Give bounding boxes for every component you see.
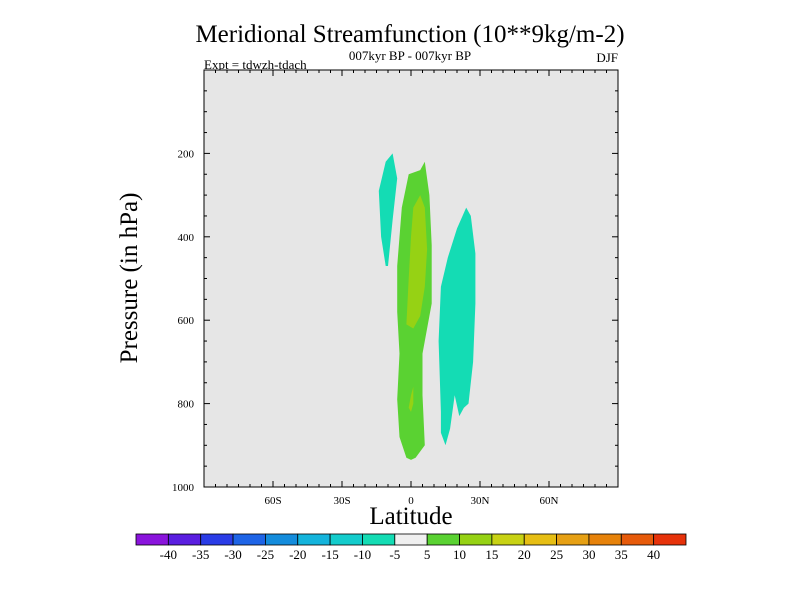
x-tick-label: 60N xyxy=(540,495,559,507)
colorbar-label: 25 xyxy=(550,547,563,562)
colorbar-label: -40 xyxy=(160,547,177,562)
x-tick-label: 30N xyxy=(471,495,490,507)
colorbar-label: 40 xyxy=(647,547,660,562)
colorbar-label: 20 xyxy=(518,547,531,562)
colorbar-label: -5 xyxy=(389,547,400,562)
colorbar-label: 15 xyxy=(485,547,498,562)
colorbar-label: 30 xyxy=(582,547,595,562)
colorbar-label: 5 xyxy=(424,547,431,562)
colorbar-label: -25 xyxy=(257,547,274,562)
colorbar-swatch xyxy=(556,533,590,546)
colorbar-swatch xyxy=(167,533,202,546)
colorbar-swatch xyxy=(329,533,363,546)
y-axis-label: Pressure (in hPa) xyxy=(116,193,143,364)
colorbar-swatch xyxy=(232,533,266,546)
contour-region-southern-cell-upper xyxy=(378,153,398,266)
colorbar-swatch xyxy=(588,533,622,546)
colorbar-label: -20 xyxy=(289,547,306,562)
colorbar-swatch xyxy=(200,533,234,546)
colorbar-swatch xyxy=(653,533,687,546)
contour-region-northern-cell xyxy=(438,207,476,446)
colorbar-swatch xyxy=(491,533,525,546)
experiment-label: Expt = tdwzh-tdach xyxy=(204,57,307,72)
contour-regions xyxy=(378,153,476,460)
colorbar-swatch xyxy=(620,533,655,546)
y-tick-label: 200 xyxy=(178,148,195,160)
colorbar-swatch xyxy=(523,533,557,546)
chart-subtitle: 007kyr BP - 007kyr BP xyxy=(349,48,471,63)
colorbar-swatch xyxy=(459,533,493,546)
season-label: DJF xyxy=(596,50,618,65)
contour-region-equatorial-cell-10-15-lower xyxy=(408,386,414,412)
colorbar-label: -35 xyxy=(192,547,209,562)
colorbar-swatch xyxy=(394,533,428,546)
colorbar-swatch xyxy=(362,533,396,546)
colorbar-label: -15 xyxy=(321,547,338,562)
contour-region-equatorial-cell-10-15 xyxy=(406,195,428,329)
colorbar-swatch xyxy=(297,533,331,546)
colorbar-swatch xyxy=(135,533,169,546)
x-tick-label: 30S xyxy=(333,495,350,507)
chart-title: Meridional Streamfunction (10**9kg/m-2) xyxy=(195,21,624,48)
colorbar-label: -10 xyxy=(354,547,371,562)
y-tick-label: 400 xyxy=(178,232,195,244)
y-tick-label: 1000 xyxy=(172,482,195,494)
x-tick-label: 60S xyxy=(264,495,281,507)
x-tick-label: 0 xyxy=(408,495,414,507)
colorbar: -40 -35 -30 -25 -20 -15 -10 -5 5 10 15 20 25 30 35 40 xyxy=(135,533,687,562)
x-axis-label: Latitude xyxy=(369,503,452,530)
y-tick-label: 800 xyxy=(178,399,195,411)
colorbar-swatch xyxy=(426,533,460,546)
colorbar-label: -30 xyxy=(224,547,241,562)
colorbar-label: 35 xyxy=(615,547,628,562)
y-tick-label: 600 xyxy=(178,315,195,327)
axis-ticks: 60S 30S 0 30N 60N 200 400 600 800 1000 xyxy=(172,69,619,507)
colorbar-swatch xyxy=(265,533,299,546)
colorbar-label: 10 xyxy=(453,547,466,562)
